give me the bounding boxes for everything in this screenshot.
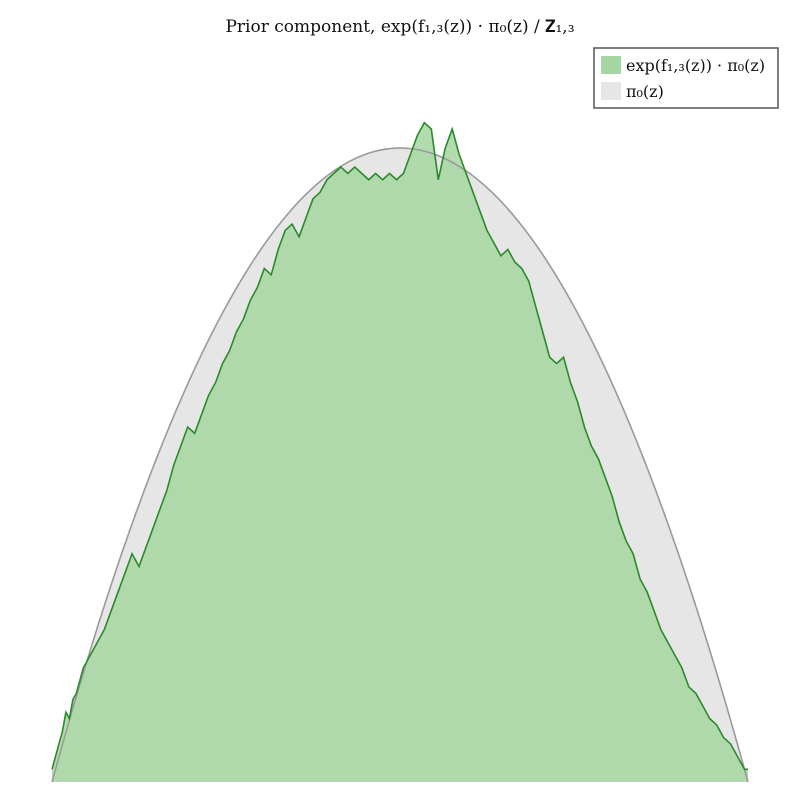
legend-swatch-gray (601, 82, 621, 100)
legend: exp(f₁,₃(z)) · π₀(z) π₀(z) (593, 47, 779, 109)
legend-label-gray: π₀(z) (626, 82, 664, 101)
plot-area (51, 121, 749, 783)
legend-swatch-green (601, 56, 621, 74)
legend-box (593, 47, 779, 109)
series-green-area (52, 122, 748, 783)
chart-title: Prior component, exp(f₁,₃(z)) · π₀(z) / … (225, 17, 574, 37)
series-gray-line (51, 147, 749, 783)
legend-label-green: exp(f₁,₃(z)) · π₀(z) (626, 56, 765, 75)
series-green-line (51, 121, 748, 771)
